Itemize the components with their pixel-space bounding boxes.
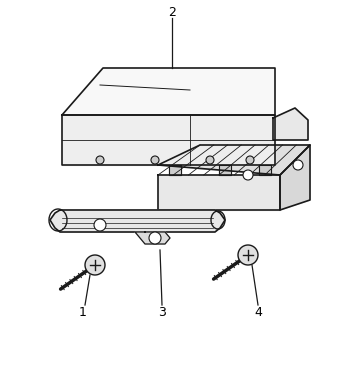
Text: 4: 4 [254,306,262,319]
Polygon shape [280,145,310,210]
Polygon shape [62,115,275,165]
Polygon shape [158,175,280,210]
Polygon shape [169,165,181,175]
Circle shape [293,160,303,170]
Polygon shape [62,68,275,115]
Polygon shape [273,108,308,140]
Text: 3: 3 [158,306,166,319]
Circle shape [85,255,105,275]
Polygon shape [158,145,310,175]
Polygon shape [219,165,231,175]
Circle shape [94,219,106,231]
Circle shape [238,245,258,265]
Circle shape [96,156,104,164]
Polygon shape [135,232,170,244]
Circle shape [151,156,159,164]
Text: 2: 2 [168,5,176,19]
Circle shape [246,156,254,164]
Text: 1: 1 [79,306,87,319]
Polygon shape [259,165,271,175]
Polygon shape [50,210,225,232]
Circle shape [243,170,253,180]
Circle shape [149,232,161,244]
Circle shape [206,156,214,164]
